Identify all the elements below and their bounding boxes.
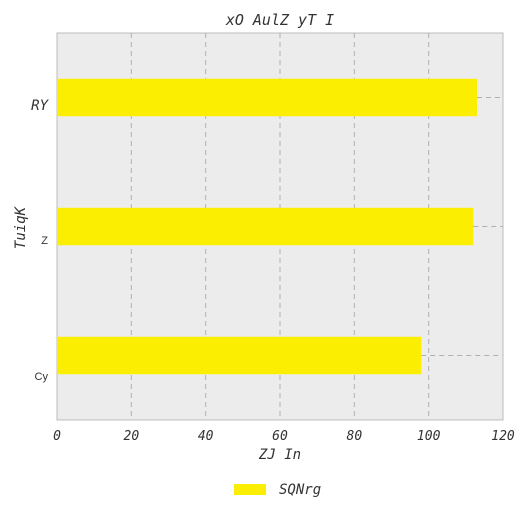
bar-cy: [57, 337, 421, 374]
y-tick-label-z: Z: [41, 235, 48, 247]
x-tick-label-120: 120: [491, 429, 515, 444]
x-tick-label-40: 40: [198, 429, 214, 444]
x-tick-label-20: 20: [124, 429, 140, 444]
y-tick-label-ry: RY: [31, 98, 49, 114]
bar-ry: [57, 79, 477, 116]
chart-title: xO AulZ yT I: [225, 11, 334, 29]
y-axis-label: TuiqK: [13, 205, 29, 249]
legend-swatch: [234, 484, 266, 495]
x-tick-label-0: 0: [53, 429, 61, 444]
x-axis-label: ZJ In: [258, 447, 301, 463]
x-tick-label-80: 80: [347, 429, 363, 444]
legend-label: SQNrg: [279, 482, 321, 498]
bar-z: [57, 208, 473, 245]
x-tick-label-60: 60: [272, 429, 288, 444]
y-tick-label-cy: Cy: [35, 371, 49, 383]
x-tick-labels: 0 20 40 60 80 100 120: [53, 429, 515, 444]
x-tick-label-100: 100: [417, 429, 441, 444]
